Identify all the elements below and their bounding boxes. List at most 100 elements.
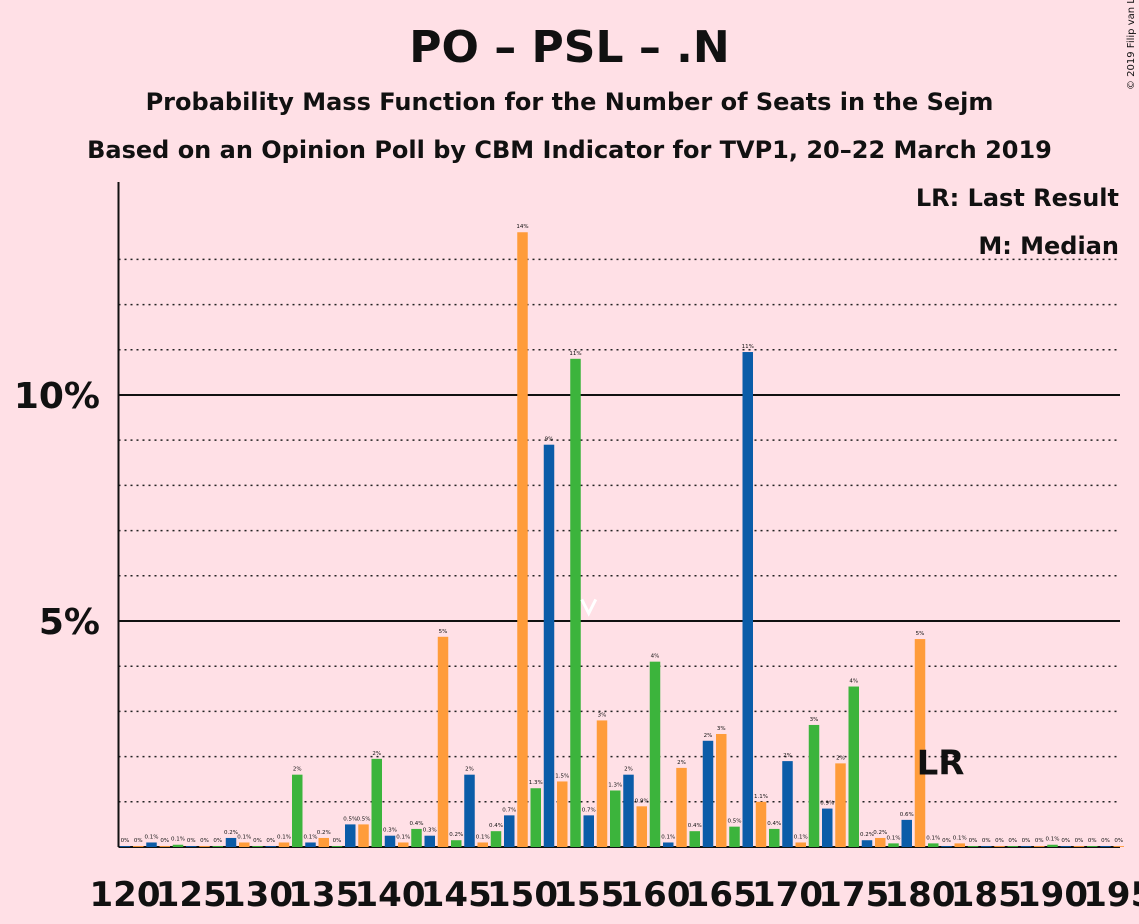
- bar-seats-126: [199, 846, 210, 847]
- bar-seats-127: [212, 846, 223, 847]
- bar-seats-160: [649, 661, 661, 847]
- x-tick-label: 190: [1017, 875, 1088, 915]
- bar-seats-132: [278, 842, 290, 847]
- bar-data-label: 2%: [624, 767, 633, 773]
- bar-seats-121: [133, 846, 144, 847]
- bar-data-label: 0.3%: [383, 828, 397, 834]
- x-tick-label: 145: [421, 875, 492, 915]
- bar-seats-122: [146, 842, 157, 847]
- bar-seats-179: [901, 819, 912, 847]
- bar-seats-147: [477, 842, 488, 847]
- x-tick-label: 160: [620, 875, 691, 915]
- bar-seats-142: [411, 828, 422, 847]
- bar-seats-143: [424, 835, 435, 847]
- bar-data-label: 2%: [783, 753, 792, 759]
- bar-data-label: 0%: [969, 838, 978, 844]
- bar-data-label: 4%: [651, 654, 660, 660]
- bar-data-label: 0%: [333, 838, 342, 844]
- bar-data-label: 0.4%: [410, 821, 424, 827]
- x-tick-label: 130: [222, 875, 293, 915]
- x-tick-label: 125: [156, 875, 227, 915]
- bar-seats-178: [888, 843, 899, 847]
- bar-data-label: 1.3%: [608, 782, 622, 788]
- bar-seats-192: [1073, 846, 1085, 847]
- bar-seats-170: [782, 761, 793, 847]
- bar-seats-125: [186, 846, 197, 847]
- bar-seats-137: [345, 824, 356, 847]
- bar-seats-133: [292, 774, 303, 847]
- bar-data-label: 3%: [717, 726, 726, 732]
- bar-data-label: 0%: [1035, 838, 1044, 844]
- bar-data-label: 0%: [1008, 838, 1017, 844]
- bar-data-label: 0.1%: [476, 834, 490, 840]
- bar-data-label: 0.4%: [489, 823, 503, 829]
- last-result-marker: LR: [917, 744, 965, 784]
- bar-seats-175: [848, 686, 859, 847]
- legend-median: M: Median: [978, 232, 1119, 260]
- x-tick-label: 185: [951, 875, 1022, 915]
- bar-data-label: 0%: [1088, 838, 1097, 844]
- bar-seats-182: [941, 846, 952, 847]
- bar-data-label: 0%: [1061, 838, 1070, 844]
- bar-seats-140: [384, 835, 396, 847]
- bar-data-label: 3%: [810, 717, 819, 723]
- bar-seats-181: [928, 843, 939, 847]
- bar-data-label: 0%: [1114, 838, 1123, 844]
- x-tick-label: 135: [288, 875, 359, 915]
- bar-data-label: 9%: [545, 437, 554, 443]
- bar-data-label: 0%: [942, 838, 951, 844]
- bar-seats-158: [623, 774, 634, 847]
- bar-data-label: 0%: [213, 838, 222, 844]
- bar-seats-188: [1020, 846, 1032, 847]
- bar-seats-166: [729, 826, 740, 847]
- bar-data-label: 0%: [1101, 838, 1110, 844]
- bar-seats-153: [557, 781, 568, 847]
- bar-data-label: 0.1%: [237, 834, 251, 840]
- bar-data-label: 2%: [836, 755, 845, 761]
- bar-seats-135: [318, 837, 329, 847]
- bar-seats-138: [358, 824, 369, 847]
- bar-seats-145: [451, 840, 462, 847]
- bar-seats-123: [159, 846, 170, 847]
- bar-seats-162: [676, 767, 687, 847]
- bar-data-label: 0.1%: [1046, 837, 1060, 843]
- bar-seats-146: [464, 774, 475, 847]
- bar-seats-168: [755, 801, 767, 847]
- bar-data-label: 2%: [677, 760, 686, 766]
- legend-last-result: LR: Last Result: [915, 184, 1119, 212]
- bar-data-label: 0.1%: [145, 834, 159, 840]
- bar-seats-187: [1007, 846, 1018, 847]
- bar-data-label: 0.1%: [794, 834, 808, 840]
- bar-data-label: 0.5%: [343, 816, 357, 822]
- y-tick-label: 10%: [14, 376, 100, 417]
- bar-data-label: 0.5%: [357, 816, 371, 822]
- bar-data-label: 0.3%: [423, 828, 437, 834]
- x-tick-label: 155: [553, 875, 624, 915]
- bar-seats-191: [1060, 846, 1071, 847]
- bar-seats-165: [716, 733, 727, 847]
- bar-data-label: 0.7%: [502, 807, 516, 813]
- bar-data-label: 4%: [849, 679, 858, 685]
- bar-seats-177: [875, 837, 886, 847]
- bar-data-label: 0.6%: [900, 812, 914, 818]
- bar-data-label: 2%: [465, 767, 474, 773]
- bar-data-label: 0.1%: [887, 835, 901, 841]
- bar-data-label: 0%: [134, 838, 143, 844]
- bar-data-label: 0%: [1075, 838, 1084, 844]
- bar-data-label: 0.1%: [396, 834, 410, 840]
- bar-seats-190: [1047, 844, 1058, 847]
- x-tick-label: 170: [752, 875, 823, 915]
- bar-data-label: 0.2%: [449, 832, 463, 838]
- bar-seats-149: [504, 815, 515, 847]
- bar-seats-194: [1100, 846, 1111, 847]
- bar-data-label: 2%: [704, 733, 713, 739]
- bar-data-label: 1.5%: [555, 773, 569, 779]
- bar-seats-176: [861, 840, 873, 847]
- bar-data-label: 0.2%: [873, 830, 887, 836]
- bar-seats-129: [239, 842, 250, 847]
- x-tick-label: 175: [818, 875, 889, 915]
- bar-seats-161: [663, 842, 674, 847]
- bar-seats-154: [570, 358, 581, 847]
- bar-seats-148: [490, 831, 502, 847]
